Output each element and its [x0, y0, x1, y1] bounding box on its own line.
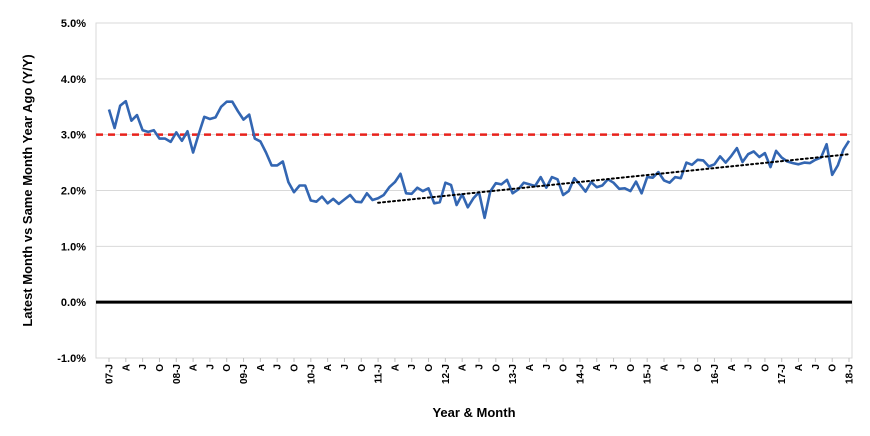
x-tick-label: O [290, 364, 301, 372]
x-tick-label: A [121, 364, 132, 371]
x-tick-label: 17-J [777, 364, 788, 384]
x-tick-label: J [407, 364, 418, 370]
x-tick-label: A [256, 364, 267, 371]
plot-border [95, 22, 853, 359]
gridlines [95, 22, 853, 359]
x-tick-label: O [491, 364, 502, 372]
series-line [107, 99, 851, 220]
x-tick-label: A [323, 364, 334, 371]
x-tick-label: A [592, 364, 603, 371]
y-tick-labels: -1.0% 0.0% 1.0% 2.0% 3.0% 4.0% 5.0% [57, 18, 86, 365]
x-tick-label: A [794, 364, 805, 371]
x-tick-label: 10-J [306, 364, 317, 384]
x-tick-label: J [609, 364, 620, 370]
x-tick-label: J [744, 364, 755, 370]
y-tick-label: 4.0% [61, 74, 86, 86]
x-tick-label: O [693, 364, 704, 372]
x-tick-label: 15-J [643, 364, 654, 384]
x-tick-label: O [222, 364, 233, 372]
x-tick-label: O [760, 364, 771, 372]
x-axis-title: Year & Month [432, 405, 515, 420]
y-tick-label: 1.0% [61, 241, 86, 253]
x-tick-label: J [811, 364, 822, 370]
x-tick-label: A [660, 364, 671, 371]
x-tick-label: J [542, 364, 553, 370]
y-tick-label: 3.0% [61, 130, 86, 142]
y-tick-label: 2.0% [61, 186, 86, 198]
x-tick-label: 09-J [239, 364, 250, 384]
trendline [377, 153, 850, 204]
x-tick-label: A [390, 364, 401, 371]
x-tick-label: 14-J [575, 364, 586, 384]
x-tick-label: 11-J [374, 364, 385, 383]
x-tick-label: O [828, 364, 839, 372]
x-tick-label: 08-J [172, 364, 183, 384]
x-tick-label: 18-J [845, 364, 856, 384]
x-tick-label: O [155, 364, 166, 372]
y-tick-label: 5.0% [61, 18, 86, 30]
x-tick-label: J [205, 364, 216, 370]
x-tick-label: J [273, 364, 284, 370]
x-tick-labels: 07-J A J O 08-J A J O 09-J A J O 10-J A J O 11-J A J O 12-J A… [105, 358, 856, 384]
x-tick-label: 13-J [508, 364, 519, 384]
x-tick-label: O [626, 364, 637, 372]
x-tick-label: A [189, 364, 200, 371]
x-tick-label: J [138, 364, 149, 370]
y-tick-label: -1.0% [57, 353, 86, 365]
x-tick-label: 07-J [105, 364, 116, 384]
x-tick-label: 12-J [441, 364, 452, 384]
x-tick-label: J [676, 364, 687, 370]
y-axis-title: Latest Month vs Same Month Year Ago (Y/Y… [20, 54, 35, 326]
reference-lines [96, 133, 852, 304]
x-tick-label: O [559, 364, 570, 372]
x-tick-label: O [424, 364, 435, 372]
x-tick-label: O [357, 364, 368, 372]
x-tick-label: 16-J [710, 364, 721, 384]
x-tick-label: A [525, 364, 536, 371]
series [107, 99, 851, 220]
y-tick-label: 0.0% [61, 297, 86, 309]
x-tick-label: J [340, 364, 351, 370]
x-tick-label: A [727, 364, 738, 371]
x-tick-label: J [475, 364, 486, 370]
x-tick-label: A [458, 364, 469, 371]
